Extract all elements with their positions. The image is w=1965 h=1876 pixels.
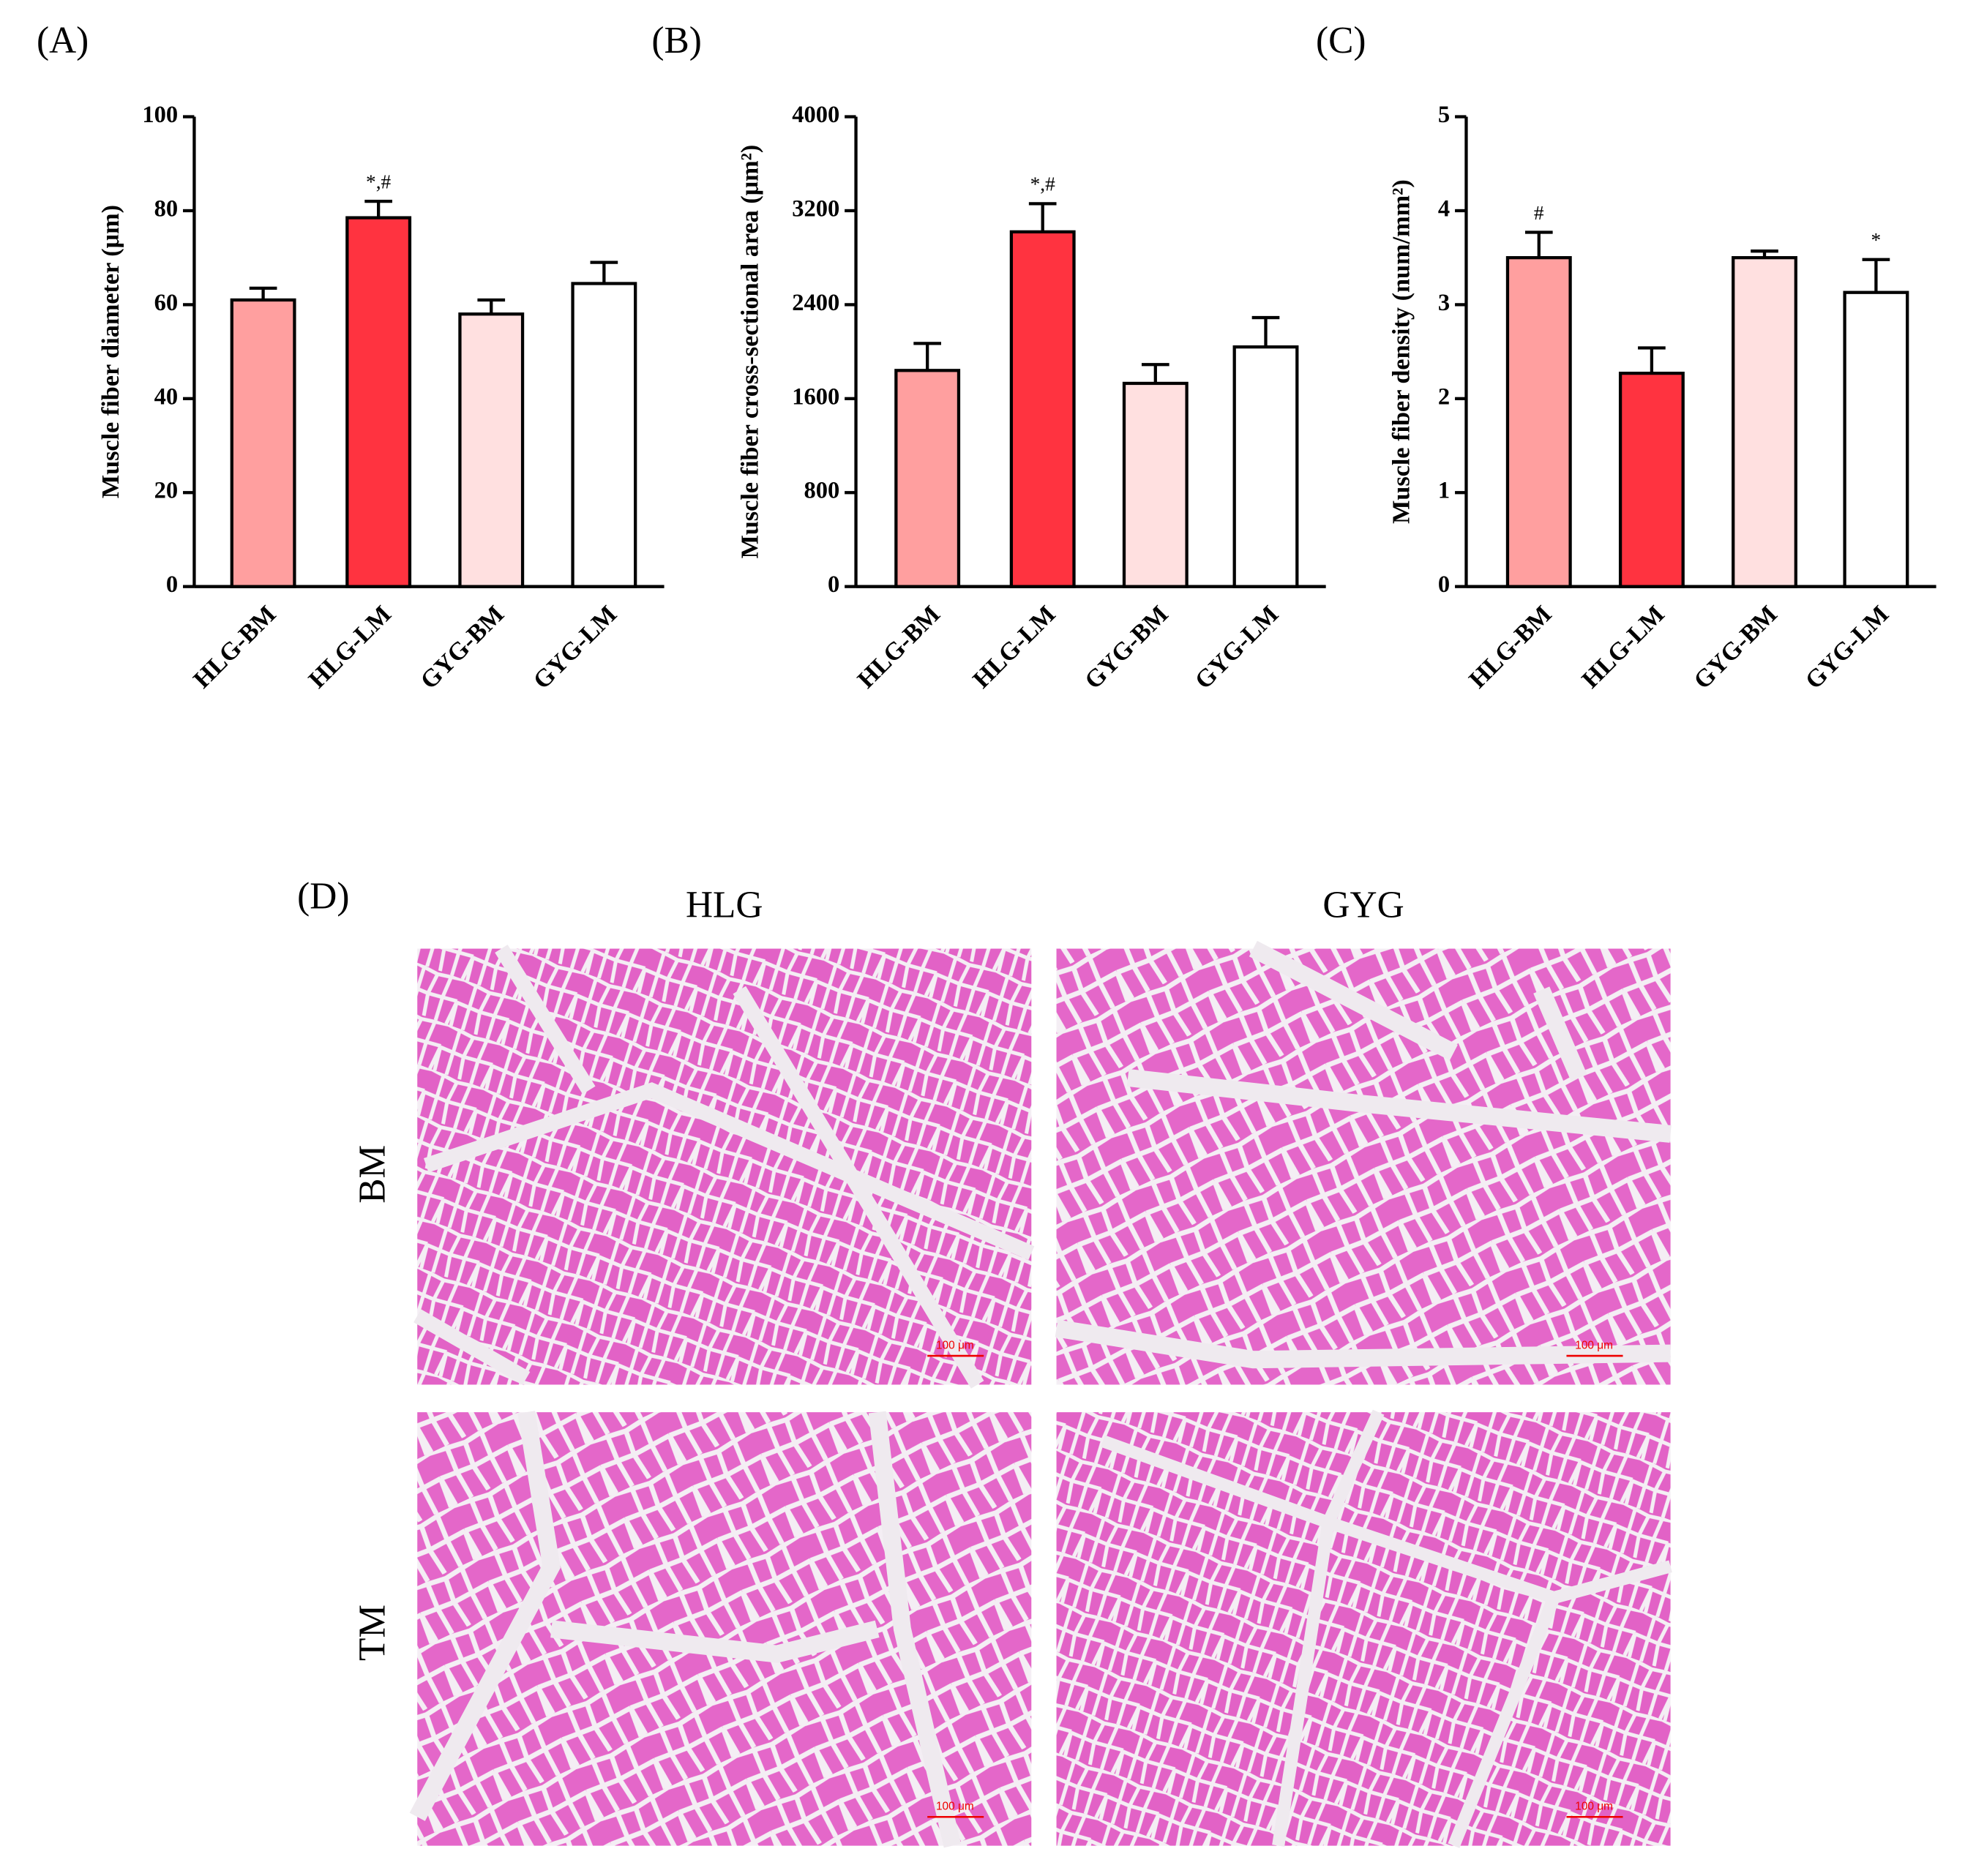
significance-label: * (1871, 229, 1882, 251)
column-label: HLG (686, 885, 763, 926)
bar (458, 312, 525, 588)
panel-d: (D) HLG GYG BM TM 100 μm 100 μm 100 μm 1… (297, 876, 1672, 1848)
scale-bar-label: 100 μm (936, 1339, 974, 1351)
chart: (A) Muscle fiber diameter (μm) 0 20 40 60 80 10… (37, 20, 665, 694)
y-tick-label: 0 (166, 571, 178, 598)
y-tick-label: 1600 (792, 383, 839, 410)
y-tick-label: 3 (1438, 290, 1450, 316)
x-tick-label: GYG-LM (1800, 600, 1894, 694)
y-tick-label: 5 (1438, 102, 1450, 128)
significance-label: *,# (366, 170, 392, 192)
y-axis-label: Muscle fiber cross-sectional area (μm²) (736, 145, 763, 559)
chart: (B) Muscle fiber cross-sectional area (μm… (651, 20, 1326, 694)
x-tick-label: HLG-BM (188, 600, 282, 694)
y-tick-label: 4000 (792, 102, 839, 128)
bar (1122, 381, 1189, 588)
panel-label: (D) (297, 876, 349, 918)
micrograph: 100 μm (1055, 940, 1672, 1385)
y-tick-label: 0 (1438, 571, 1450, 598)
y-axis-label: Muscle fiber diameter (μm) (97, 205, 124, 498)
y-tick-label: 0 (828, 571, 839, 598)
bar (1009, 230, 1076, 588)
scale-bar-label: 100 μm (1575, 1339, 1613, 1351)
bar (1732, 256, 1797, 588)
x-tick-label: HLG-LM (967, 600, 1061, 694)
y-tick-label: 2 (1438, 383, 1450, 410)
y-tick-label: 1 (1438, 478, 1450, 504)
bar (894, 369, 961, 588)
micrograph: 100 μm (409, 1411, 1032, 1848)
x-tick-label: GYG-LM (1189, 600, 1284, 694)
bar (345, 216, 412, 588)
bar (1232, 345, 1299, 588)
y-axis-label: Muscle fiber density (num/mm²) (1388, 179, 1415, 524)
panel-label: (B) (651, 20, 701, 61)
x-tick-label: HLG-LM (303, 600, 397, 694)
bar (1618, 372, 1685, 588)
bar (571, 282, 637, 588)
y-tick-label: 100 (142, 102, 178, 128)
y-tick-label: 2400 (792, 290, 839, 316)
y-tick-label: 800 (804, 478, 840, 504)
significance-label: *,# (1030, 173, 1056, 195)
y-tick-label: 20 (154, 478, 179, 504)
x-tick-label: GYG-BM (1688, 600, 1783, 694)
scale-bar-label: 100 μm (1575, 1801, 1613, 1813)
micrograph: 100 μm (1056, 1409, 1672, 1848)
x-tick-label: GYG-BM (1079, 600, 1174, 694)
significance-label: # (1534, 202, 1544, 224)
y-tick-label: 40 (154, 383, 179, 410)
y-tick-label: 4 (1438, 195, 1450, 222)
chart: (C) Muscle fiber density (num/mm²) 0 1 2 3 4 5 #… (1316, 20, 1936, 694)
x-tick-label: HLG-LM (1576, 600, 1670, 694)
panel-label: (A) (37, 20, 89, 61)
y-tick-label: 3200 (792, 195, 839, 222)
row-label: TM (351, 1605, 393, 1661)
column-label: GYG (1322, 885, 1404, 926)
bar (1505, 256, 1572, 588)
scale-bar-label: 100 μm (936, 1801, 974, 1813)
x-tick-label: GYG-BM (415, 600, 509, 694)
bar (1843, 290, 1909, 588)
x-tick-label: HLG-BM (1464, 600, 1557, 694)
x-tick-label: HLG-BM (852, 600, 946, 694)
y-tick-label: 60 (154, 290, 179, 316)
x-tick-label: GYG-LM (528, 600, 622, 694)
micrograph: 100 μm (413, 945, 1035, 1389)
row-label: BM (351, 1145, 393, 1204)
y-tick-label: 80 (154, 195, 179, 222)
panel-label: (C) (1316, 20, 1366, 61)
bar (230, 298, 296, 588)
